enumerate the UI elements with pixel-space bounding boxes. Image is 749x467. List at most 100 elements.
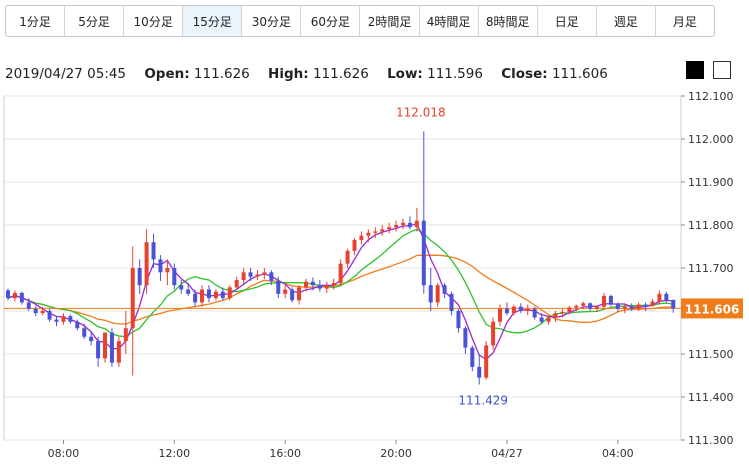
y-tick-label: 111.800	[688, 219, 734, 232]
candle-body	[560, 311, 565, 314]
candle-body	[546, 317, 551, 322]
candle-body	[435, 285, 440, 303]
candle-body	[650, 301, 655, 306]
close-label: Close:	[501, 66, 548, 82]
high-annotation: 112.018	[396, 105, 446, 119]
dark-theme-button[interactable]	[686, 61, 704, 79]
candle-body	[297, 287, 302, 301]
x-tick-label: 20:00	[380, 447, 412, 460]
candle-body	[608, 295, 613, 305]
candle-body	[317, 285, 322, 289]
candle-body	[491, 321, 496, 346]
candle-body	[629, 306, 634, 309]
y-tick-label: 111.300	[688, 434, 734, 447]
candle-body	[75, 321, 80, 329]
y-tick-label: 112.100	[688, 90, 734, 103]
candle-body	[234, 280, 239, 288]
candle-body	[622, 306, 627, 309]
tab-timeframe[interactable]: 60分足	[300, 6, 359, 36]
high-label: High:	[268, 66, 309, 82]
candle-body	[186, 289, 191, 294]
tab-timeframe[interactable]: 週足	[595, 6, 655, 36]
candle-body	[47, 311, 52, 320]
candle-body	[539, 317, 544, 322]
high-value: 111.626	[312, 66, 369, 82]
candle-body	[116, 341, 121, 363]
candle-body	[283, 289, 288, 294]
candle-body	[54, 319, 59, 322]
candle-body	[601, 295, 606, 307]
tab-timeframe[interactable]: 10分足	[123, 6, 182, 36]
tab-timeframe[interactable]: 2時間足	[359, 6, 418, 36]
y-tick-label: 112.000	[688, 133, 734, 146]
candle-body	[269, 272, 274, 281]
candle-body	[504, 308, 509, 314]
candle-body	[290, 289, 295, 301]
candle-body	[276, 280, 281, 294]
candle-body	[595, 306, 600, 309]
candle-body	[137, 268, 142, 286]
candle-body	[61, 316, 66, 322]
candle-body	[40, 311, 45, 314]
tab-timeframe[interactable]: 月足	[654, 6, 714, 36]
candle-body	[82, 328, 87, 337]
candle-body	[33, 308, 38, 314]
candle-body	[324, 285, 329, 289]
candle-body	[193, 293, 198, 303]
tab-timeframe[interactable]: 8時間足	[477, 6, 537, 36]
candle-body	[456, 311, 461, 329]
candle-body	[421, 220, 426, 286]
candle-body	[511, 306, 516, 314]
y-tick-label: 111.700	[688, 262, 734, 275]
tab-timeframe[interactable]: 1分足	[19, 14, 51, 29]
candle-body	[227, 287, 232, 299]
candle-body	[200, 289, 205, 303]
candle-body	[109, 332, 114, 363]
candle-body	[255, 274, 260, 277]
tab-timeframe[interactable]: 4時間足	[418, 6, 478, 36]
tab-timeframe[interactable]: 5分足	[64, 6, 123, 36]
candle-body	[657, 293, 662, 302]
candle-body	[130, 268, 135, 329]
tab-timeframe[interactable]: 30分足	[241, 6, 300, 36]
candle-body	[19, 292, 24, 303]
current-price-label: 111.606	[685, 302, 740, 316]
candle-body	[206, 289, 211, 299]
candle-body	[442, 285, 447, 294]
candle-body	[6, 290, 10, 299]
candle-body	[262, 272, 267, 275]
candle-body	[213, 291, 218, 299]
candle-body	[359, 235, 364, 241]
light-theme-button[interactable]	[713, 61, 731, 79]
candle-body	[352, 240, 357, 251]
low-value: 111.596	[427, 66, 483, 82]
candle-body	[518, 306, 523, 311]
current-price-badge	[681, 298, 743, 319]
candle-body	[463, 328, 468, 348]
candle-body	[366, 232, 371, 236]
ohlc-readout: 2019/04/27 05:45 Open: 111.626 High: 111…	[5, 66, 608, 82]
candle-body	[671, 299, 676, 309]
candle-body	[68, 316, 73, 322]
candle-body	[387, 227, 392, 230]
candle-body	[407, 222, 412, 228]
candle-body	[151, 242, 156, 260]
open-label: Open:	[144, 66, 190, 82]
candle-body	[158, 259, 163, 273]
x-tick-label: 04/27	[491, 447, 523, 460]
candle-body	[220, 291, 225, 299]
tab-timeframe[interactable]: 日足	[536, 6, 596, 36]
candle-body	[12, 292, 17, 299]
candle-body	[636, 304, 641, 309]
candle-body	[26, 302, 31, 309]
candle-body	[615, 304, 620, 309]
candle-body	[664, 293, 669, 301]
candle-body	[96, 341, 101, 359]
tab-timeframe[interactable]: 15分足	[182, 6, 242, 36]
candle-body	[414, 220, 419, 228]
candle-body	[643, 304, 648, 306]
datetime: 2019/04/27 05:45	[5, 66, 127, 82]
candle-body	[574, 305, 579, 308]
candle-body	[89, 336, 94, 342]
